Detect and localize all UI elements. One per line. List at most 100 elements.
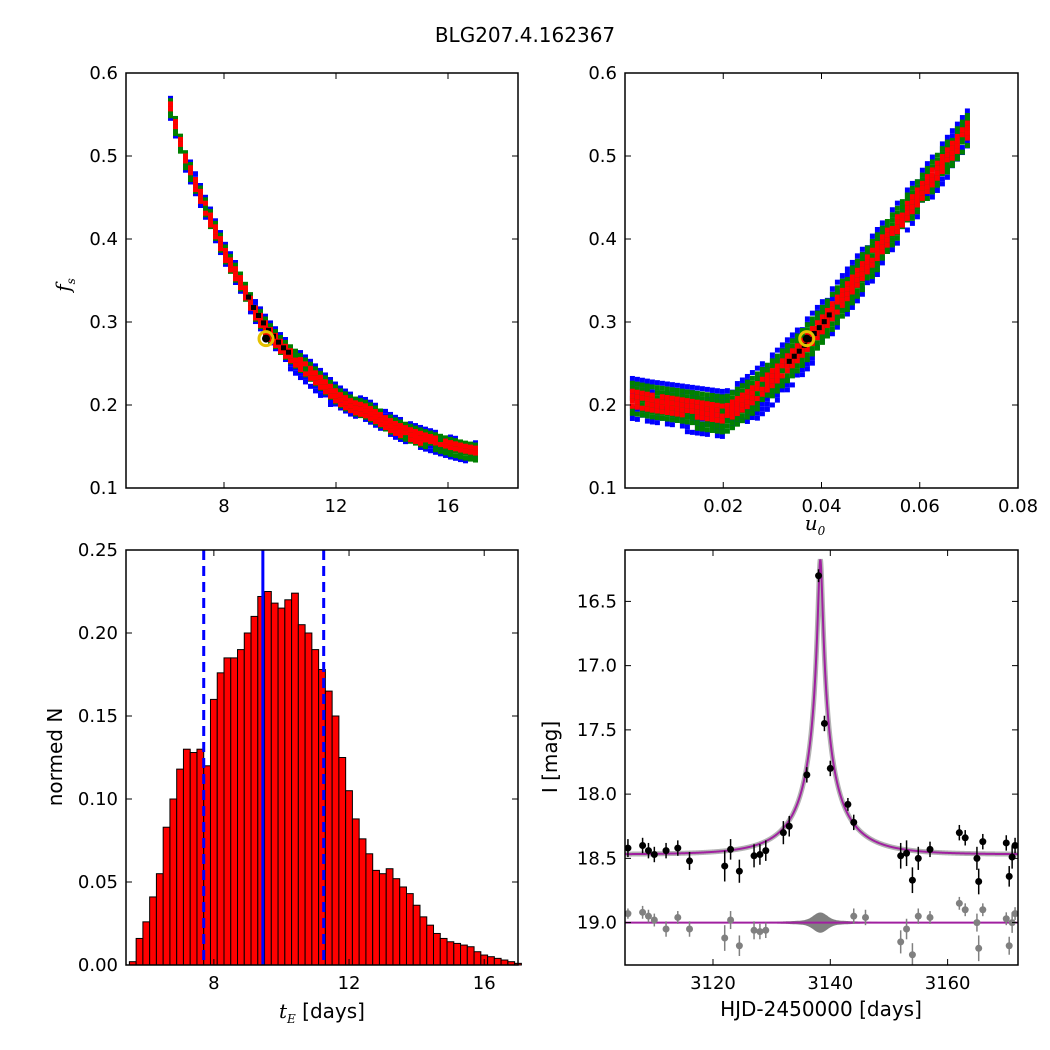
density-cell-middle	[724, 423, 730, 429]
density-cell-outer	[328, 401, 333, 407]
residual-point	[850, 912, 858, 920]
density-cell-outer	[383, 408, 388, 414]
histogram-bar	[345, 790, 353, 966]
density-cell-outer	[198, 203, 203, 209]
density-cell-outer	[458, 457, 463, 463]
density-cell-middle	[724, 393, 730, 399]
density-cell-middle	[799, 362, 805, 368]
density-cell-inner	[403, 425, 408, 431]
density-cell-outer	[418, 424, 423, 430]
density-cell-inner	[253, 310, 258, 316]
density-cell-inner	[644, 391, 650, 397]
density-cell-middle	[934, 157, 940, 163]
density-cell-inner	[413, 433, 418, 439]
density-cell-middle	[288, 344, 293, 350]
density-cell-outer	[348, 391, 353, 397]
density-cell-inner	[959, 132, 965, 138]
density-cell-inner	[764, 377, 770, 383]
density-cell-outer	[904, 227, 910, 233]
density-cell-outer	[313, 388, 318, 394]
density-cell-middle	[909, 215, 915, 221]
density-cell-inner	[443, 443, 448, 449]
density-cell-middle	[423, 444, 428, 450]
density-cell-inner	[919, 185, 925, 191]
density-cell-outer	[894, 240, 900, 246]
p2-ytick-label: 0.4	[588, 229, 617, 250]
density-cell-middle	[829, 326, 835, 332]
density-cell-middle	[684, 394, 690, 400]
density-cell-inner	[784, 363, 790, 369]
density-cell-inner	[759, 391, 765, 397]
density-cell-inner	[924, 184, 930, 190]
density-cell-outer	[859, 291, 865, 297]
density-cell-middle	[779, 378, 785, 384]
density-cell-inner	[779, 363, 785, 369]
density-cell-middle	[739, 413, 745, 419]
density-cell-core	[811, 331, 817, 337]
density-cell-outer	[198, 183, 203, 189]
density-cell-outer	[358, 395, 363, 401]
density-cell-inner	[794, 353, 800, 359]
density-cell-inner	[368, 406, 373, 412]
density-cell-outer	[393, 414, 398, 420]
observed-point	[815, 572, 823, 580]
density-cell-middle	[789, 373, 795, 379]
density-cell-middle	[218, 232, 223, 238]
panel-fs-vs-te: 8 12 16 0.1 0.2 0.3 0.4 0.5 0.6 fs	[51, 63, 519, 517]
density-cell-outer	[764, 406, 770, 412]
density-cell-outer	[709, 387, 715, 393]
density-cell-middle	[639, 387, 645, 393]
density-cell-inner	[243, 285, 248, 291]
density-cell-inner	[799, 347, 805, 353]
density-cell-inner	[959, 127, 965, 133]
density-cell-inner	[754, 381, 760, 387]
density-cell-middle	[724, 418, 730, 424]
p3-confidence-lines	[202, 550, 326, 965]
p3-xtick-label: 16	[473, 973, 496, 994]
density-cell-inner	[193, 182, 198, 188]
density-cell-inner	[408, 427, 413, 433]
density-cell-inner	[423, 432, 428, 438]
density-cell-outer	[754, 415, 760, 421]
density-cell-inner	[904, 205, 910, 211]
density-cell-outer	[749, 370, 755, 376]
density-cell-middle	[689, 420, 695, 426]
density-cell-middle	[639, 412, 645, 418]
density-cell-inner	[253, 315, 258, 321]
density-cell-middle	[388, 414, 393, 420]
density-cell-inner	[213, 234, 218, 240]
density-cell-outer	[714, 433, 720, 439]
density-cell-outer	[253, 299, 258, 305]
density-cell-outer	[724, 388, 730, 394]
p2-xtick-label: 0.06	[900, 496, 940, 517]
density-cell-outer	[859, 246, 865, 252]
density-cell-outer	[964, 108, 970, 114]
density-cell-inner	[418, 435, 423, 441]
p4-ticks: 3120 3140 3160 16.5 17.0 17.5 18.0 18.5 19.0	[577, 550, 1018, 994]
density-cell-middle	[714, 393, 720, 399]
density-cell-outer	[719, 433, 725, 439]
density-cell-inner	[208, 212, 213, 218]
density-cell-inner	[679, 402, 685, 408]
density-cell-inner	[779, 358, 785, 364]
density-cell-middle	[759, 382, 765, 388]
density-cell-middle	[654, 390, 660, 396]
p1-ytick-label: 0.1	[89, 478, 118, 499]
density-cell-core	[266, 327, 271, 333]
p4-ytick-label: 17.5	[577, 720, 617, 741]
density-cell-inner	[363, 403, 368, 409]
density-cell-inner	[403, 430, 408, 436]
density-cell-inner	[388, 418, 393, 424]
density-cell-inner	[313, 375, 318, 381]
observed-point	[762, 847, 770, 855]
density-cell-outer	[684, 424, 690, 430]
density-cell-outer	[208, 206, 213, 212]
observed-point	[1011, 842, 1018, 850]
density-cell-inner	[899, 212, 905, 218]
density-cell-middle	[829, 291, 835, 297]
density-cell-outer	[964, 138, 970, 144]
histogram-bar	[270, 602, 279, 966]
density-cell-inner	[884, 237, 890, 243]
density-cell-outer	[694, 430, 700, 436]
density-cell-middle	[664, 416, 670, 422]
